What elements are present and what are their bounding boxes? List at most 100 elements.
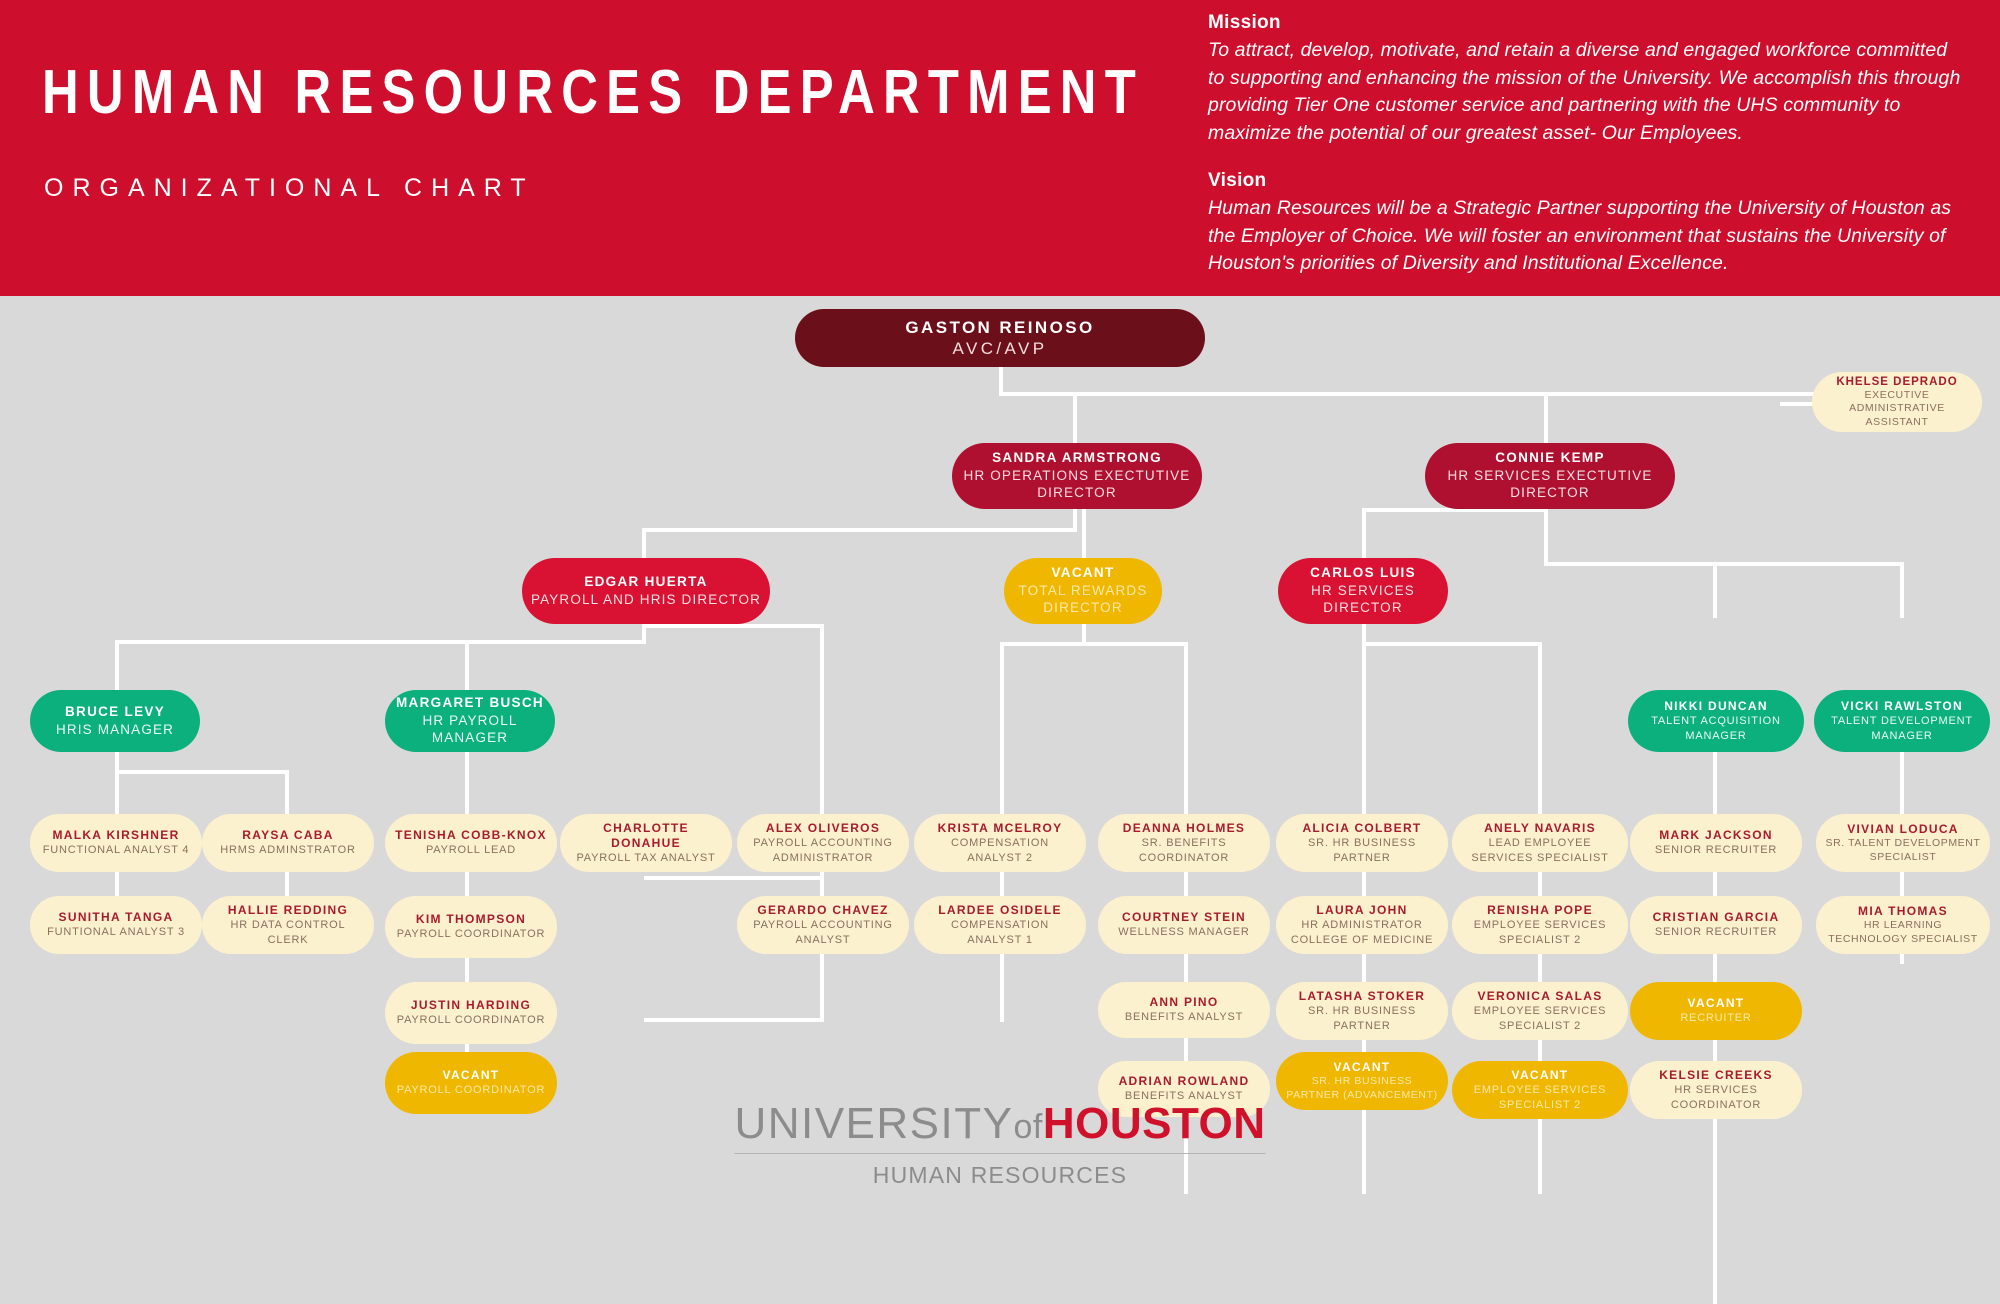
mission-block: Mission To attract, develop, motivate, a… [1208,12,1968,148]
node-vicki-rawlston[interactable]: VICKI RAWLSTON TALENT DEVELOPMENT MANAGE… [1814,690,1990,752]
node-sandra-armstrong[interactable]: SANDRA ARMSTRONG HR OPERATIONS EXECTUTIV… [952,443,1202,509]
node-name: LATASHA STOKER [1298,989,1426,1004]
node-name: CARLOS LUIS [1310,565,1416,581]
org-chart-canvas: GASTON REINOSO AVC/AVP KHELSE DEPRADO EX… [0,296,2000,1304]
node-title: HR DATA CONTROL CLERK [230,919,346,946]
connector [465,640,469,692]
node-name: KIM THOMPSON [415,912,527,927]
node-carlos-luis[interactable]: CARLOS LUIS HR SERVICES DIRECTOR [1278,558,1448,624]
connector [465,872,469,916]
node-deanna-holmes[interactable]: DEANNA HOLMES SR. BENEFITS COORDINATOR [1098,814,1270,872]
connector [115,770,119,816]
connector [115,872,119,916]
node-vacant-payroll-coordinator[interactable]: VACANT PAYROLL COORDINATOR [385,1052,557,1114]
node-title: WELLNESS MANAGER [1118,926,1250,939]
node-title: PAYROLL COORDINATOR [396,928,546,941]
node-name: VACANT [1511,1068,1569,1083]
node-connie-kemp[interactable]: CONNIE KEMP HR SERVICES EXECTUTIVE DIREC… [1425,443,1675,509]
node-mia-thomas[interactable]: MIA THOMAS HR LEARNING TECHNOLOGY SPECIA… [1816,896,1990,954]
node-veronica-salas[interactable]: VERONICA SALAS EMPLOYEE SERVICES SPECIAL… [1452,982,1628,1040]
node-name: RENISHA POPE [1487,903,1593,918]
connector [465,752,469,816]
node-cristian-garcia[interactable]: CRISTIAN GARCIA SENIOR RECRUITER [1630,896,1802,954]
node-name: CONNIE KEMP [1495,450,1605,466]
node-mark-jackson[interactable]: MARK JACKSON SENIOR RECRUITER [1630,814,1802,872]
node-title: PAYROLL TAX ANALYST [576,851,716,864]
node-title: SR. BENEFITS COORDINATOR [1138,837,1230,864]
connector [644,876,824,880]
node-name: MALKA KIRSHNER [52,828,180,843]
connector [1713,562,1717,618]
node-sunitha-tanga[interactable]: SUNITHA TANGA FUNTIONAL ANALYST 3 [30,896,202,954]
node-courtney-stein[interactable]: COURTNEY STEIN WELLNESS MANAGER [1098,896,1270,954]
node-adrian-rowland[interactable]: ADRIAN ROWLAND BENEFITS ANALYST [1098,1061,1270,1117]
node-tenisha-cobb-knox[interactable]: TENISHA COBB-KNOX PAYROLL LEAD [385,814,557,872]
node-lardee-osidele[interactable]: LARDEE OSIDELE COMPENSATION ANALYST 1 [914,896,1086,954]
node-gerardo-chavez[interactable]: GERARDO CHAVEZ PAYROLL ACCOUNTING ANALYS… [737,896,909,954]
node-malka-kirshner[interactable]: MALKA KIRSHNER FUNCTIONAL ANALYST 4 [30,814,202,872]
node-khelse-deprado[interactable]: KHELSE DEPRADO EXECUTIVE ADMINISTRATIVE … [1812,372,1982,432]
node-charlotte-donahue[interactable]: CHARLOTTE DONAHUE PAYROLL TAX ANALYST [560,814,732,872]
node-gaston-reinoso[interactable]: GASTON REINOSO AVC/AVP [795,309,1205,367]
mission-body: To attract, develop, motivate, and retai… [1208,39,1961,145]
connector [285,770,289,816]
node-title: SR. HR BUSINESS PARTNER (ADVANCEMENT) [1286,1075,1438,1101]
node-edgar-huerta[interactable]: EDGAR HUERTA PAYROLL AND HRIS DIRECTOR [522,558,770,624]
node-name: VACANT [442,1068,500,1083]
node-bruce-levy[interactable]: BRUCE LEVY HRIS MANAGER [30,690,200,752]
vision-block: Vision Human Resources will be a Strateg… [1208,170,1968,278]
connector [1073,392,1077,444]
node-hallie-redding[interactable]: HALLIE REDDING HR DATA CONTROL CLERK [202,896,374,954]
node-alicia-colbert[interactable]: ALICIA COLBERT SR. HR BUSINESS PARTNER [1276,814,1448,872]
node-krista-mcelroy[interactable]: KRISTA MCELROY COMPENSATION ANALYST 2 [914,814,1086,872]
node-name: TENISHA COBB-KNOX [395,828,547,843]
node-title: TOTAL REWARDS DIRECTOR [1018,583,1148,616]
node-name: GERARDO CHAVEZ [757,903,889,918]
node-title: BENEFITS ANALYST [1124,1090,1244,1103]
node-name: VIVIAN LODUCA [1847,822,1959,837]
node-vivian-loduca[interactable]: VIVIAN LODUCA SR. TALENT DEVELOPMENT SPE… [1816,814,1990,872]
connector [1362,624,1366,644]
node-vacant-total-rewards-director[interactable]: VACANT TOTAL REWARDS DIRECTOR [1004,558,1162,624]
node-kim-thompson[interactable]: KIM THOMPSON PAYROLL COORDINATOR [385,896,557,958]
connector [1362,642,1540,646]
node-name: LAURA JOHN [1316,903,1408,918]
node-ann-pino[interactable]: ANN PINO BENEFITS ANALYST [1098,982,1270,1038]
node-justin-harding[interactable]: JUSTIN HARDING PAYROLL COORDINATOR [385,982,557,1044]
connector [642,528,1077,532]
connector [1544,562,1904,566]
node-name: CRISTIAN GARCIA [1652,910,1780,925]
node-vacant-hr-business-partner[interactable]: VACANT SR. HR BUSINESS PARTNER (ADVANCEM… [1276,1052,1448,1110]
node-vacant-recruiter[interactable]: VACANT RECRUITER [1630,982,1802,1040]
node-name: ANN PINO [1149,995,1219,1010]
node-name: MARGARET BUSCH [396,695,544,711]
node-name: KHELSE DEPRADO [1836,375,1958,388]
logo-university-word: UNIVERSITY [734,1099,1014,1148]
node-raysa-caba[interactable]: RAYSA CABA HRMS ADMINSTRATOR [202,814,374,872]
logo-of-word: of [1013,1108,1043,1146]
node-title: HR SERVICES COORDINATOR [1670,1084,1762,1111]
node-nikki-duncan[interactable]: NIKKI DUNCAN TALENT ACQUISITION MANAGER [1628,690,1804,752]
node-alex-oliveros[interactable]: ALEX OLIVEROS PAYROLL ACCOUNTING ADMINIS… [737,814,909,872]
node-title: HRIS MANAGER [55,721,175,737]
vision-heading: Vision [1208,170,1267,191]
node-name: BRUCE LEVY [64,703,165,719]
node-margaret-busch[interactable]: MARGARET BUSCH HR PAYROLL MANAGER [385,690,555,752]
logo-houston-word: HOUSTON [1042,1099,1266,1148]
node-title: PAYROLL ACCOUNTING ADMINISTRATOR [753,837,893,864]
connector [820,936,824,976]
node-renisha-pope[interactable]: RENISHA POPE EMPLOYEE SERVICES SPECIALIS… [1452,896,1628,954]
connector [644,1018,824,1022]
node-title: HR SERVICES DIRECTOR [1311,583,1415,616]
node-kelsie-creeks[interactable]: KELSIE CREEKS HR SERVICES COORDINATOR [1630,1061,1802,1119]
node-title: SR. TALENT DEVELOPMENT SPECIALIST [1825,837,1981,863]
node-laura-john[interactable]: LAURA JOHN HR ADMINISTRATOR COLLEGE OF M… [1276,896,1448,954]
node-title: EMPLOYEE SERVICES SPECIALIST 2 [1473,1084,1607,1111]
connector [999,392,1097,396]
node-latasha-stoker[interactable]: LATASHA STOKER SR. HR BUSINESS PARTNER [1276,982,1448,1040]
node-vacant-employee-services[interactable]: VACANT EMPLOYEE SERVICES SPECIALIST 2 [1452,1061,1628,1119]
page-subtitle: ORGANIZATIONAL CHART [44,174,535,202]
mission-heading: Mission [1208,12,1281,33]
node-title: TALENT DEVELOPMENT MANAGER [1831,715,1973,742]
node-anely-navaris[interactable]: ANELY NAVARIS LEAD EMPLOYEE SERVICES SPE… [1452,814,1628,872]
